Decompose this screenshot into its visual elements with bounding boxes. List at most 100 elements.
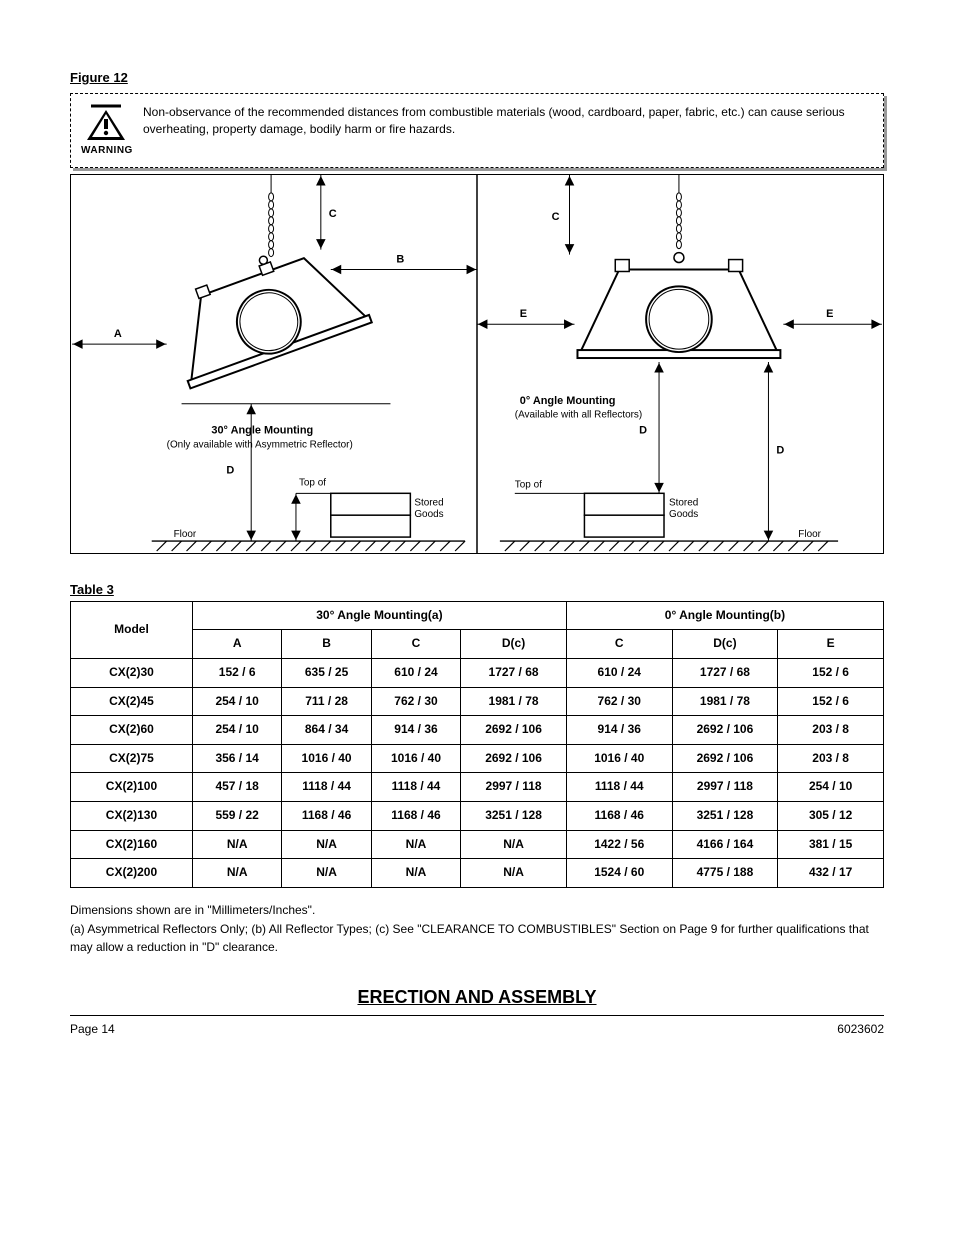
th-d0: D(c)	[672, 630, 778, 659]
th-model: Model	[71, 601, 193, 658]
table-cell: 305 / 12	[778, 801, 884, 830]
table-body: CX(2)30152 / 6635 / 25610 / 241727 / 686…	[71, 658, 884, 887]
dim-d-left: D	[226, 464, 234, 476]
table-cell: 1727 / 68	[672, 658, 778, 687]
stored-label-l1: Stored	[414, 497, 443, 508]
table-cell: 1016 / 40	[282, 744, 371, 773]
table-cell: 635 / 25	[282, 658, 371, 687]
table-row: CX(2)30152 / 6635 / 25610 / 241727 / 686…	[71, 658, 884, 687]
warning-label: WARNING	[81, 144, 131, 157]
table-row: CX(2)130559 / 221168 / 461168 / 463251 /…	[71, 801, 884, 830]
table-cell: 4775 / 188	[672, 859, 778, 888]
table-cell: 914 / 36	[371, 716, 460, 745]
table-cell: 559 / 22	[192, 801, 281, 830]
page-number: Page 14	[70, 1022, 115, 1038]
table-cell: 3251 / 128	[461, 801, 567, 830]
floor-label-r: Floor	[798, 529, 821, 540]
floor-label-l: Floor	[174, 529, 197, 540]
table-cell: 762 / 30	[566, 687, 672, 716]
th-0: 0° Angle Mounting(b)	[566, 601, 883, 630]
footer-title: ERECTION AND ASSEMBLY	[70, 986, 884, 1009]
th-b: B	[282, 630, 371, 659]
table-cell: 610 / 24	[566, 658, 672, 687]
table-cell: CX(2)30	[71, 658, 193, 687]
mounting-diagram: C B A D Top of	[70, 174, 884, 554]
table-cell: 2997 / 118	[672, 773, 778, 802]
table-cell: 1981 / 78	[461, 687, 567, 716]
th-e: E	[778, 630, 884, 659]
warning-triangle-icon	[85, 104, 127, 142]
dim-e-right: E	[826, 308, 833, 320]
stored-label-r2: Goods	[669, 509, 698, 520]
table-cell: CX(2)130	[71, 801, 193, 830]
th-d30: D(c)	[461, 630, 567, 659]
table-row: CX(2)160N/AN/AN/AN/A1422 / 564166 / 1643…	[71, 830, 884, 859]
footer-rule	[70, 1015, 884, 1016]
title-30: 30° Angle Mounting	[211, 425, 313, 437]
table-cell: 1016 / 40	[371, 744, 460, 773]
table-cell: 1118 / 44	[371, 773, 460, 802]
table-cell: 2997 / 118	[461, 773, 567, 802]
table-cell: 2692 / 106	[461, 716, 567, 745]
table-cell: N/A	[192, 830, 281, 859]
table-cell: 457 / 18	[192, 773, 281, 802]
table-cell: 1727 / 68	[461, 658, 567, 687]
table-cell: 1168 / 46	[371, 801, 460, 830]
table-cell: 2692 / 106	[461, 744, 567, 773]
table-cell: 762 / 30	[371, 687, 460, 716]
warning-box: WARNING Non-observance of the recommende…	[70, 93, 884, 168]
table-cell: 203 / 8	[778, 744, 884, 773]
table-cell: 1524 / 60	[566, 859, 672, 888]
notes-block: Dimensions shown are in "Millimeters/Inc…	[70, 902, 884, 956]
footer-line: Page 14 6023602	[70, 1022, 884, 1038]
dim-d-right: D	[776, 444, 784, 456]
warning-icon-block: WARNING	[81, 104, 131, 157]
dim-d-right2: D	[639, 425, 647, 437]
dim-e-left: E	[520, 308, 527, 320]
table-cell: 152 / 6	[778, 687, 884, 716]
table-row: CX(2)75356 / 141016 / 401016 / 402692 / …	[71, 744, 884, 773]
table-cell: N/A	[461, 859, 567, 888]
table-cell: 254 / 10	[192, 716, 281, 745]
stored-label-r1: Stored	[669, 497, 698, 508]
right-panel-0deg: C E E D D Top of	[477, 175, 882, 551]
table-cell: 254 / 10	[192, 687, 281, 716]
th-c0: C	[566, 630, 672, 659]
note-0: (Available with all Reflectors)	[515, 410, 642, 421]
th-a: A	[192, 630, 281, 659]
dim-b-left: B	[396, 253, 404, 265]
table-cell: 864 / 34	[282, 716, 371, 745]
table-cell: 3251 / 128	[672, 801, 778, 830]
table-cell: N/A	[371, 859, 460, 888]
table-cell: CX(2)160	[71, 830, 193, 859]
table-row: CX(2)100457 / 181118 / 441118 / 442997 /…	[71, 773, 884, 802]
table-cell: 152 / 6	[192, 658, 281, 687]
table-cell: 1118 / 44	[282, 773, 371, 802]
table-cell: 432 / 17	[778, 859, 884, 888]
stored-top-label-r: Top of	[515, 479, 542, 490]
table-cell: 711 / 28	[282, 687, 371, 716]
table-cell: 1981 / 78	[672, 687, 778, 716]
note-units: Dimensions shown are in "Millimeters/Inc…	[70, 902, 884, 919]
table-cell: 1168 / 46	[566, 801, 672, 830]
table-cell: 914 / 36	[566, 716, 672, 745]
dim-c-right: C	[552, 211, 560, 223]
th-c30: C	[371, 630, 460, 659]
table-cell: CX(2)100	[71, 773, 193, 802]
warning-text: Non-observance of the recommended distan…	[143, 104, 873, 138]
table-cell: 2692 / 106	[672, 716, 778, 745]
left-panel-30deg: C B A D Top of	[72, 175, 477, 551]
table-cell: 381 / 15	[778, 830, 884, 859]
th-30: 30° Angle Mounting(a)	[192, 601, 566, 630]
table-cell: 1118 / 44	[566, 773, 672, 802]
stored-label-l2: Goods	[414, 509, 443, 520]
table-cell: 152 / 6	[778, 658, 884, 687]
table-cell: 1016 / 40	[566, 744, 672, 773]
table-cell: N/A	[461, 830, 567, 859]
table-cell: 2692 / 106	[672, 744, 778, 773]
table-cell: 1422 / 56	[566, 830, 672, 859]
table-cell: CX(2)60	[71, 716, 193, 745]
table-cell: CX(2)45	[71, 687, 193, 716]
dim-a-left: A	[114, 328, 122, 340]
table-row: CX(2)60254 / 10864 / 34914 / 362692 / 10…	[71, 716, 884, 745]
